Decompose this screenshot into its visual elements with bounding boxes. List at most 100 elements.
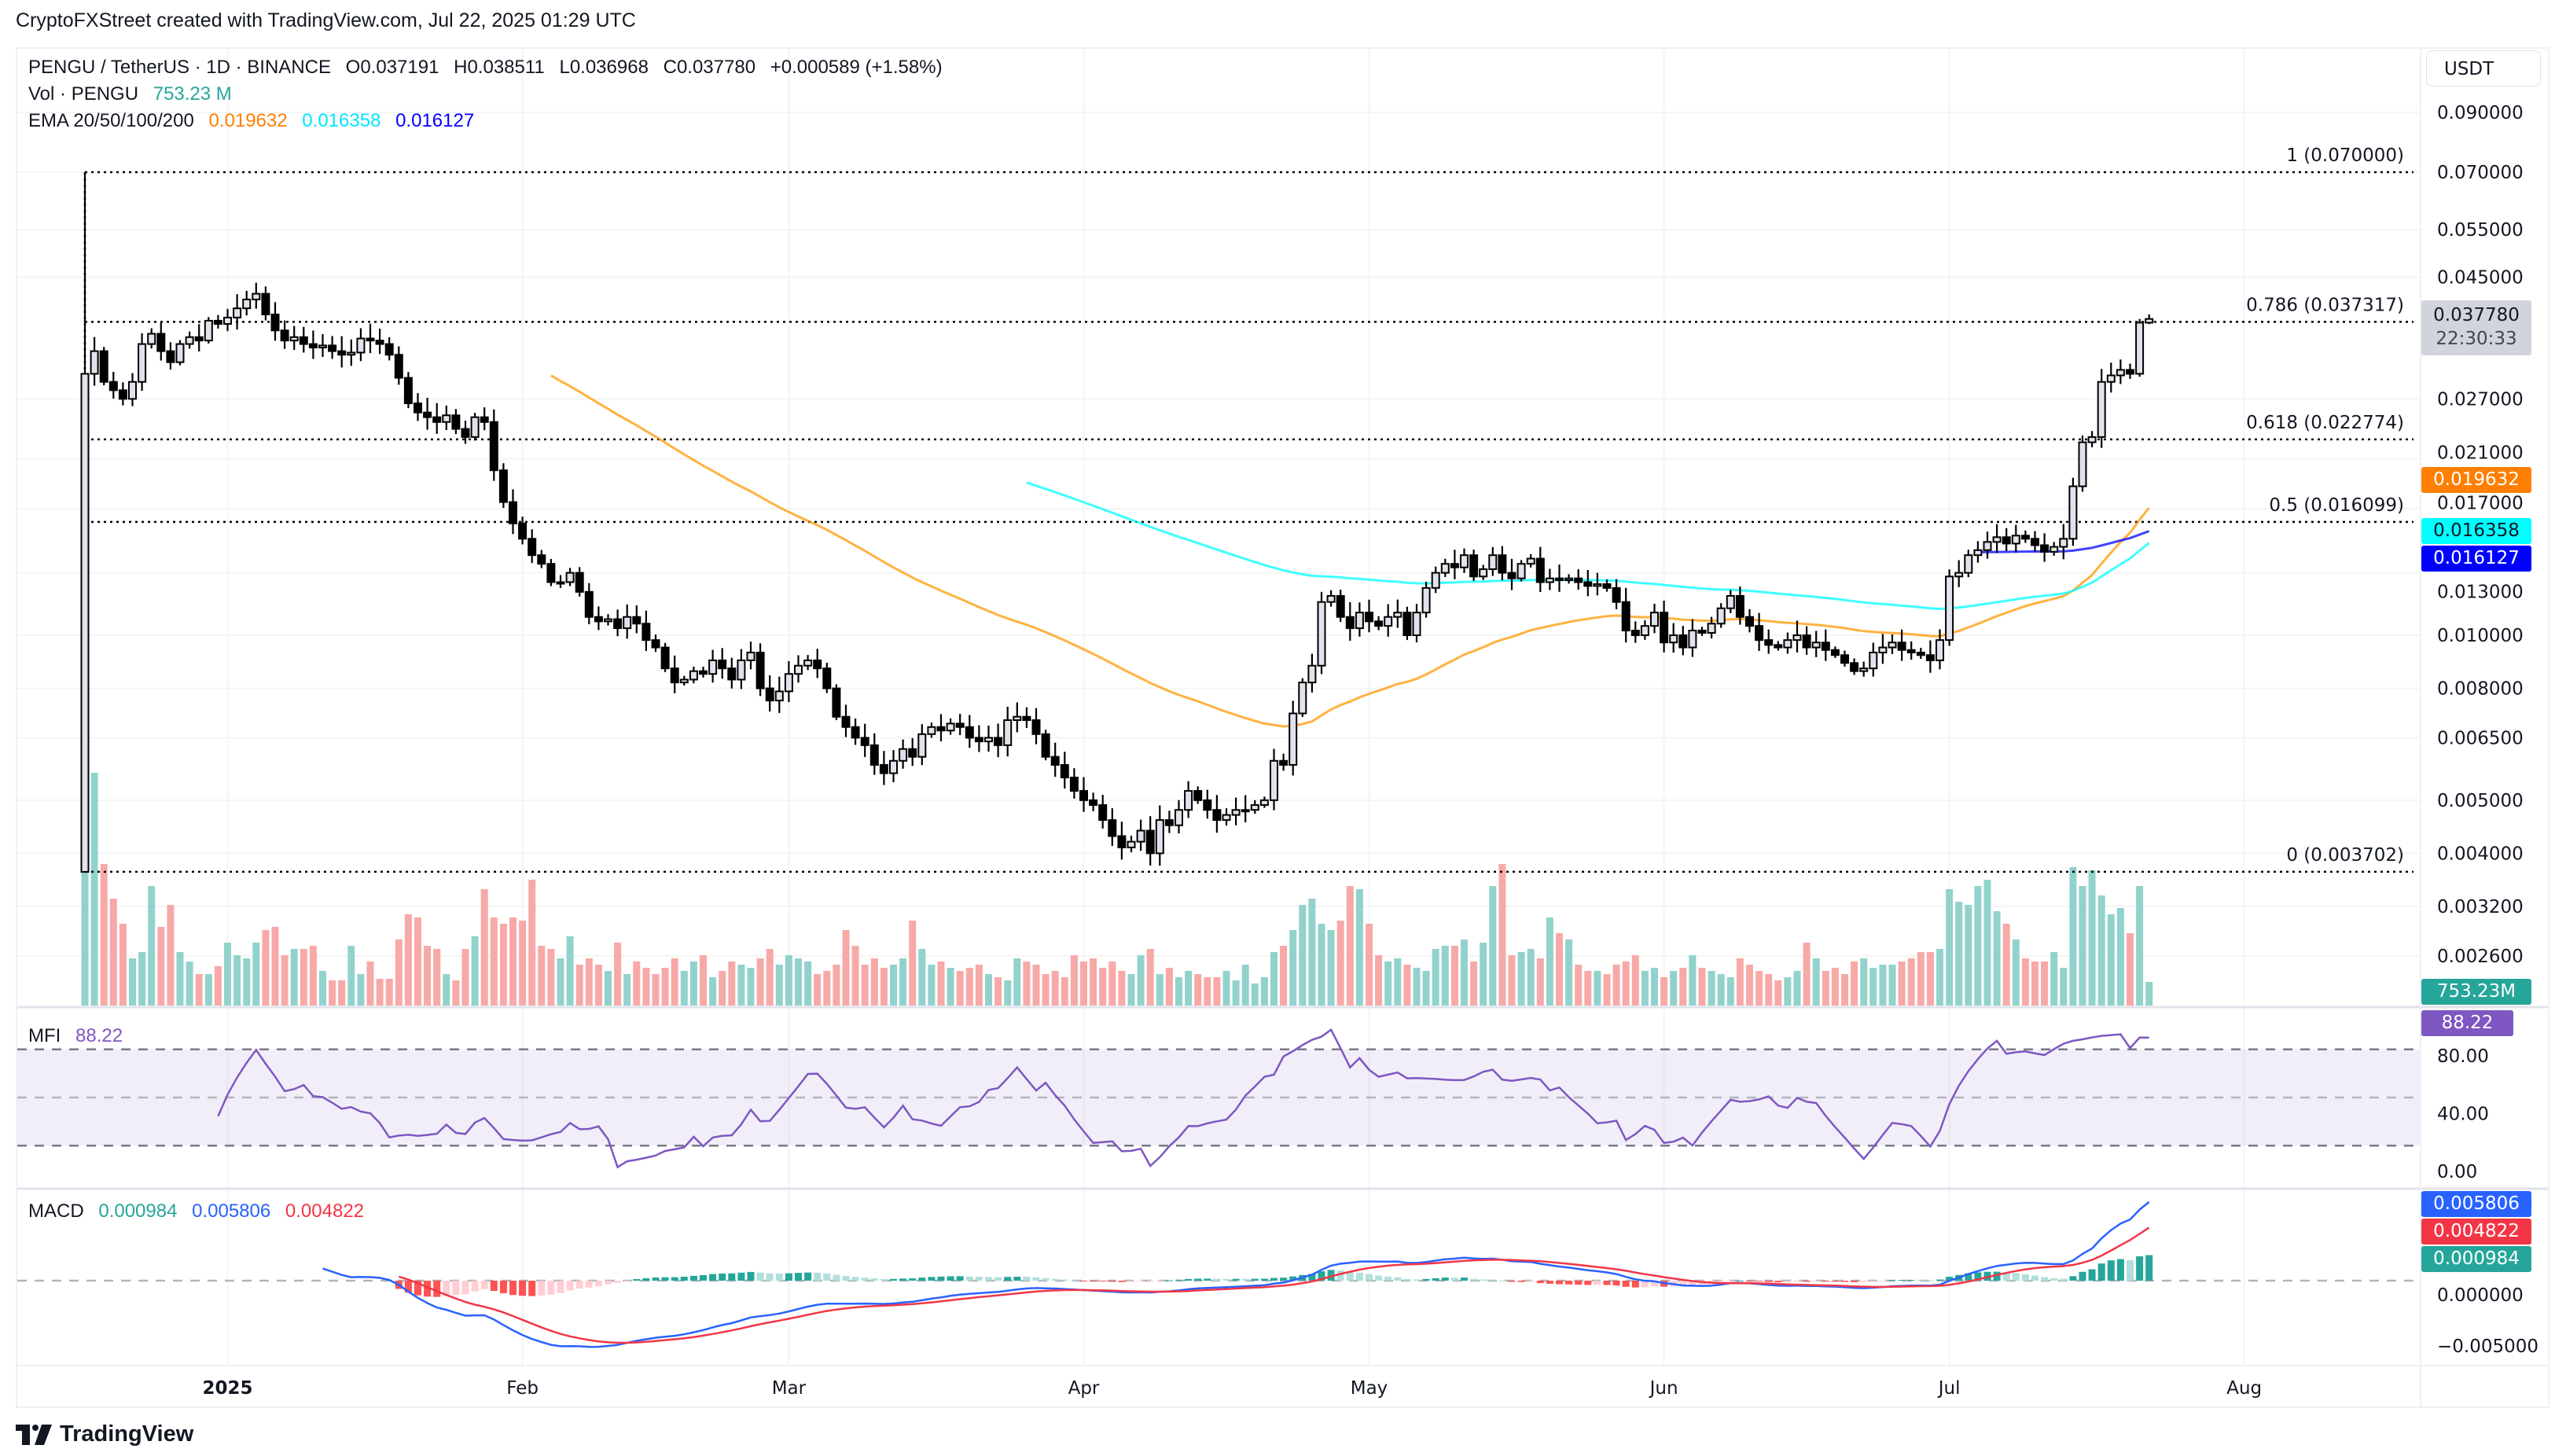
volume-bar <box>1289 930 1297 1006</box>
candle <box>1127 836 1136 853</box>
candle <box>1830 646 1840 658</box>
macd-legend-label[interactable]: MACD <box>28 1200 84 1222</box>
time-axis[interactable]: 2025 Feb Mar Apr May Jun Jul Aug <box>202 1378 2262 1399</box>
volume-legend-label[interactable]: Vol · PENGU <box>28 83 139 105</box>
macd-histogram-bar <box>642 1278 650 1281</box>
macd-signal-tag: 0.004822 <box>2421 1219 2531 1245</box>
candle-body <box>604 618 612 623</box>
candle-body <box>156 333 166 352</box>
candle <box>899 739 908 769</box>
candle-body <box>803 659 813 667</box>
candle-body <box>1992 536 2002 543</box>
candle <box>185 331 194 349</box>
volume-bar <box>909 921 917 1006</box>
price-tick-label: 0.002600 <box>2437 947 2524 967</box>
candle <box>565 568 575 586</box>
candle-body <box>1669 634 1678 644</box>
mfi-legend-label[interactable]: MFI <box>28 1025 61 1046</box>
candle-body <box>1175 809 1183 826</box>
candle-body <box>280 329 289 342</box>
candle-body <box>2126 369 2134 375</box>
candle <box>1317 591 1326 675</box>
volume-bar <box>176 952 184 1006</box>
volume-bar <box>1308 899 1316 1006</box>
candle-body <box>1326 594 1336 603</box>
candle <box>1774 641 1783 651</box>
candle-body <box>869 744 879 766</box>
macd-histogram-bar <box>994 1277 1002 1281</box>
volume-bar <box>689 961 697 1006</box>
candle <box>575 567 584 597</box>
brand-name: TradingView <box>60 1421 194 1447</box>
mfi-tick-label: 40.00 <box>2437 1104 2489 1124</box>
candle <box>2078 436 2087 492</box>
candle <box>670 655 679 693</box>
macd-histogram-bar <box>1936 1279 1943 1281</box>
macd-histogram-bar <box>1366 1274 1373 1281</box>
volume-bar <box>594 965 602 1006</box>
candle-body <box>642 623 651 642</box>
symbol-name[interactable]: PENGU / TetherUS · 1D · BINANCE <box>28 57 331 78</box>
candle-body <box>1013 715 1022 721</box>
pane-separators[interactable] <box>17 49 2548 1407</box>
candle-body <box>1117 835 1127 848</box>
ema-legend-label[interactable]: EMA 20/50/100/200 <box>28 110 194 131</box>
volume-bar <box>490 917 498 1006</box>
volume-bar <box>1185 971 1193 1006</box>
candle <box>1259 796 1269 808</box>
volume-bar <box>1461 939 1468 1006</box>
volume-bar <box>1812 958 1820 1006</box>
candle <box>1888 634 1897 655</box>
volume-bar <box>814 974 822 1006</box>
candle <box>1983 531 1992 559</box>
volume-bar <box>319 971 326 1006</box>
macd-histogram-bar <box>661 1277 669 1281</box>
macd-histogram-bar <box>1308 1274 1316 1281</box>
tradingview-logo[interactable]: TradingView <box>16 1421 193 1447</box>
candle <box>1241 795 1250 823</box>
candle <box>1716 603 1726 628</box>
volume-bar <box>947 968 954 1006</box>
candle <box>1925 640 1935 673</box>
candle <box>1840 650 1849 667</box>
candle <box>1089 792 1098 811</box>
volume-bar <box>2097 895 2105 1006</box>
macd-histogram-bar <box>614 1281 622 1283</box>
candle <box>1498 546 1507 581</box>
macd-histogram-bar <box>899 1278 907 1281</box>
price-tick-label: 0.013000 <box>2437 583 2524 603</box>
candle-body <box>2087 436 2097 443</box>
candle-body <box>1660 612 1669 644</box>
volume-bar <box>2127 933 2134 1006</box>
candle <box>1897 629 1906 661</box>
candle <box>1526 553 1535 568</box>
candle-body <box>1640 625 1649 637</box>
candle <box>1602 579 1612 592</box>
candle <box>1650 603 1659 634</box>
candle-body <box>166 350 175 363</box>
macd-histogram-bar <box>1765 1281 1773 1282</box>
volume-bar <box>956 971 964 1006</box>
volume-bar <box>1851 961 1858 1006</box>
macd-histogram-bar <box>1194 1278 1202 1281</box>
candle <box>1707 616 1716 639</box>
price-axis[interactable]: 0.090000 0.070000 0.055000 0.045000 0.027000… <box>2437 103 2538 1357</box>
candle-body <box>1393 612 1402 618</box>
candle <box>147 328 156 349</box>
fib-level-label: 0.5 (0.016099) <box>2269 495 2404 516</box>
candle <box>1755 612 1764 652</box>
candle <box>337 336 347 368</box>
volume-bar <box>1831 968 1839 1006</box>
candle-body <box>851 726 860 739</box>
macd-histogram-bar <box>1346 1271 1354 1281</box>
volume-bar <box>281 955 289 1006</box>
candle <box>718 648 727 679</box>
fibonacci-retracement[interactable]: 1 (0.070000) 0.786 (0.037317) 0.618 (0.022… <box>83 145 2413 873</box>
candle <box>1136 819 1145 851</box>
candle-body <box>498 469 508 503</box>
candle <box>984 725 993 752</box>
volume-bar <box>2136 886 2144 1006</box>
currency-button[interactable]: USDT <box>2426 50 2541 86</box>
volume-bar <box>1784 977 1792 1006</box>
